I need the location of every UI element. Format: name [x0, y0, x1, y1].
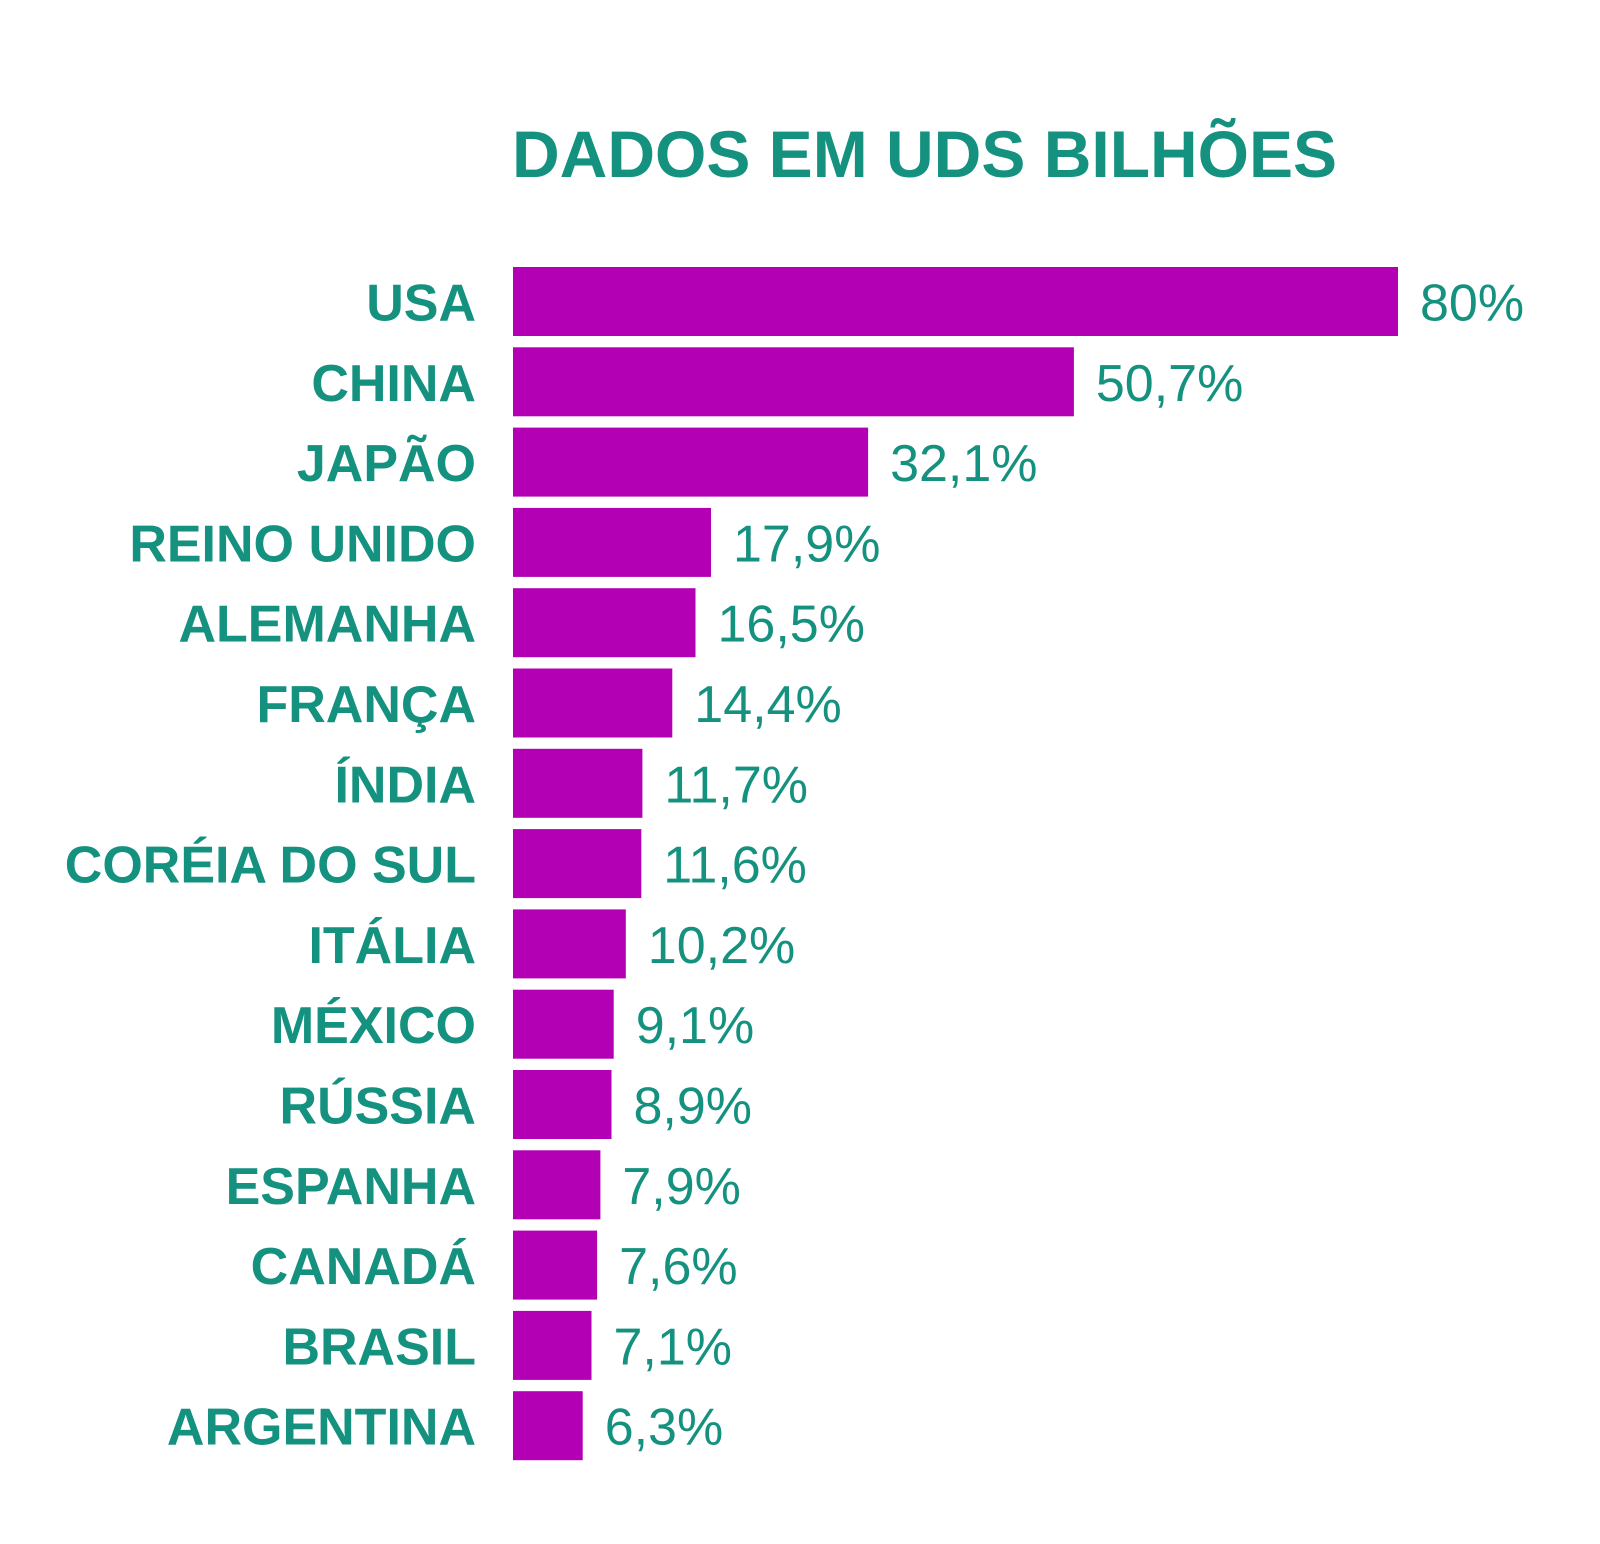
- category-label-7: CORÉIA DO SUL: [65, 837, 476, 895]
- bar-9: [513, 989, 614, 1059]
- bar-11: [513, 1150, 601, 1220]
- value-label-4: 16,5%: [718, 596, 865, 654]
- category-label-9: MÉXICO: [271, 997, 476, 1055]
- bar-8: [513, 909, 626, 979]
- category-label-11: ESPANHA: [226, 1158, 476, 1216]
- value-label-5: 14,4%: [694, 676, 841, 734]
- bar-10: [513, 1070, 612, 1139]
- bar-5: [513, 668, 673, 738]
- value-label-3: 17,9%: [733, 515, 880, 573]
- bar-7: [513, 829, 642, 899]
- value-label-2: 32,1%: [890, 435, 1037, 493]
- bar-0: [513, 267, 1398, 336]
- bar-14: [513, 1391, 583, 1461]
- category-label-0: USA: [366, 275, 476, 333]
- bars-group: USA 80% CHINA 50,7% JAPÃO 32,1% REINO UNIDO 17,…: [65, 267, 1524, 1461]
- value-label-0: 80%: [1420, 275, 1524, 333]
- value-label-13: 7,1%: [614, 1318, 733, 1376]
- category-label-3: REINO UNIDO: [129, 515, 476, 573]
- bar-3: [513, 507, 711, 577]
- value-label-8: 10,2%: [648, 917, 795, 975]
- category-label-10: RÚSSIA: [280, 1078, 476, 1136]
- value-label-11: 7,9%: [622, 1158, 741, 1216]
- bar-1: [513, 347, 1074, 417]
- bar-13: [513, 1310, 592, 1380]
- bar-4: [513, 588, 696, 658]
- category-label-14: ARGENTINA: [167, 1399, 476, 1457]
- category-label-6: ÍNDIA: [334, 756, 476, 814]
- bar-6: [513, 748, 643, 818]
- category-label-1: CHINA: [311, 355, 476, 413]
- chart-title: DADOS EM UDS BILHÕES: [512, 117, 1337, 191]
- category-label-2: JAPÃO: [297, 434, 476, 493]
- value-label-12: 7,6%: [619, 1238, 738, 1296]
- value-label-7: 11,6%: [663, 837, 807, 895]
- category-label-4: ALEMANHA: [178, 596, 476, 654]
- value-label-6: 11,7%: [664, 756, 808, 814]
- value-label-1: 50,7%: [1096, 355, 1243, 413]
- value-label-14: 6,3%: [605, 1399, 724, 1457]
- category-label-5: FRANÇA: [256, 676, 476, 734]
- bar-12: [513, 1230, 598, 1300]
- bar-2: [513, 427, 869, 497]
- value-label-9: 9,1%: [636, 997, 755, 1055]
- category-label-8: ITÁLIA: [308, 917, 476, 975]
- category-label-13: BRASIL: [282, 1318, 476, 1376]
- value-label-10: 8,9%: [634, 1078, 753, 1136]
- category-label-12: CANADÁ: [251, 1238, 476, 1296]
